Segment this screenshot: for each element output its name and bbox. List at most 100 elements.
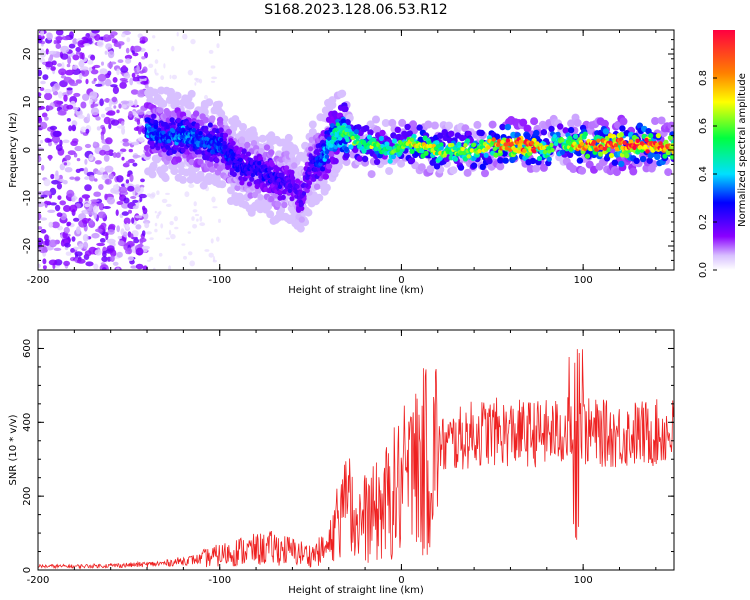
ridge-cell xyxy=(417,163,426,172)
noise-blob xyxy=(121,104,127,109)
noise-blob xyxy=(42,265,47,270)
ridge-cell xyxy=(529,157,537,165)
noise-blob xyxy=(98,184,104,190)
noise-blob xyxy=(116,109,120,114)
noise-blob xyxy=(105,111,113,116)
noise-blob xyxy=(104,165,114,173)
noise-blob xyxy=(72,54,80,61)
ridge-cell xyxy=(473,120,482,129)
ridge-cell xyxy=(244,141,251,149)
noise-blob xyxy=(74,145,83,152)
ridge-cell xyxy=(266,210,275,219)
noise-blob xyxy=(123,197,130,204)
noise-blob xyxy=(117,240,125,246)
noise-blob xyxy=(99,68,108,75)
ridge-cell xyxy=(160,164,169,173)
ridge-cell xyxy=(552,134,557,139)
noise-blob xyxy=(84,158,88,165)
ridge-cell xyxy=(258,134,267,143)
ridge-cell xyxy=(655,142,660,147)
noise-blob xyxy=(66,87,73,91)
noise-blob xyxy=(120,100,130,105)
noise-blob xyxy=(61,36,71,41)
noise-blob xyxy=(133,238,140,244)
ridge-cell xyxy=(372,115,380,124)
ridge-cell xyxy=(567,126,575,134)
ridge-cell xyxy=(600,119,609,128)
noise-blob xyxy=(129,77,134,86)
noise-blob xyxy=(59,178,65,183)
noise-blob xyxy=(108,99,112,108)
ridge-cell xyxy=(268,195,275,203)
ridge-cell xyxy=(156,107,164,114)
noise-blob xyxy=(83,167,89,175)
ridge-cell xyxy=(427,140,432,145)
ridge-cell xyxy=(218,127,224,133)
ridge-cell xyxy=(519,118,528,127)
noise-blob xyxy=(119,81,127,89)
ridge-cell xyxy=(179,175,187,184)
ridge-cell xyxy=(290,175,296,181)
noise-blob xyxy=(93,191,102,197)
ridge-cell xyxy=(280,173,285,178)
ridge-cell xyxy=(316,171,322,177)
ridge-cell xyxy=(619,117,628,126)
noise-blob xyxy=(130,196,137,199)
noise-blob xyxy=(187,251,193,256)
noise-blob xyxy=(52,100,62,107)
noise-blob xyxy=(66,63,71,68)
noise-blob xyxy=(88,67,93,72)
ridge-cell xyxy=(539,163,548,172)
noise-blob xyxy=(139,184,145,188)
ridge-cell xyxy=(406,130,413,137)
ridge-cell xyxy=(373,146,379,152)
noise-blob xyxy=(216,43,220,49)
noise-blob xyxy=(84,143,92,149)
noise-blob xyxy=(82,209,88,214)
noise-blob xyxy=(66,104,74,110)
ridge-cell xyxy=(573,118,582,127)
noise-blob xyxy=(57,195,62,201)
ridge-cell xyxy=(337,136,343,141)
noise-blob xyxy=(82,93,90,102)
noise-blob xyxy=(130,89,139,95)
noise-blob xyxy=(208,49,214,54)
noise-blob xyxy=(42,258,47,265)
ridge-cell xyxy=(448,130,455,137)
noise-blob xyxy=(71,197,76,202)
ridge-cell xyxy=(277,189,283,195)
ridge-cell xyxy=(518,139,524,144)
noise-blob xyxy=(80,68,90,77)
ridge-cell xyxy=(186,101,195,110)
ridge-cell xyxy=(657,116,666,125)
ridge-cell xyxy=(291,157,298,164)
noise-blob xyxy=(82,234,89,242)
ridge-cell xyxy=(428,143,433,149)
noise-blob xyxy=(102,250,107,258)
ridge-cell xyxy=(222,132,229,138)
noise-blob xyxy=(45,48,49,55)
noise-blob xyxy=(181,243,186,246)
noise-blob xyxy=(99,149,107,156)
ridge-cell xyxy=(166,138,171,144)
y-tick-label: 400 xyxy=(22,413,33,432)
ridge-cell xyxy=(367,129,374,136)
spectrogram-x-label: Height of straight line (km) xyxy=(288,285,424,296)
ridge-cell xyxy=(624,153,630,159)
noise-blob xyxy=(132,45,142,52)
noise-blob xyxy=(121,33,126,38)
ridge-cell xyxy=(207,122,213,128)
noise-blob xyxy=(91,30,100,34)
y-tick-label: -10 xyxy=(22,190,33,206)
noise-blob xyxy=(38,245,48,254)
ridge-cell xyxy=(192,110,200,117)
noise-blob xyxy=(108,223,116,230)
noise-blob xyxy=(154,222,158,227)
noise-blob xyxy=(124,54,133,60)
noise-blob xyxy=(105,43,113,50)
noise-blob xyxy=(48,239,58,248)
ridge-cell xyxy=(396,145,402,150)
noise-blob xyxy=(96,126,101,131)
ridge-cell xyxy=(536,155,543,162)
